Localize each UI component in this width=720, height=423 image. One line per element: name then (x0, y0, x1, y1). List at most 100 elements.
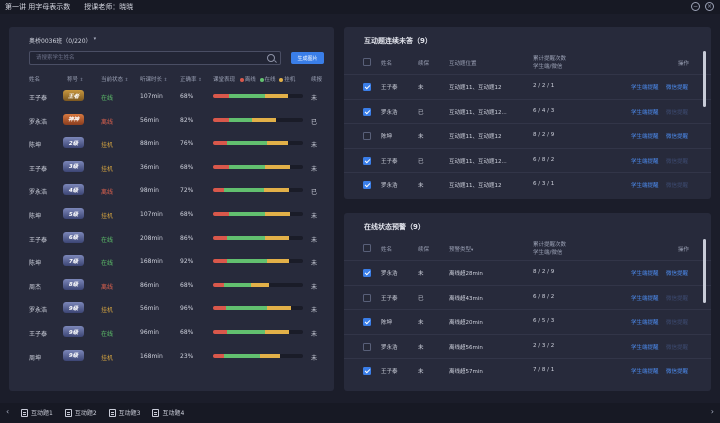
row-checkbox[interactable] (363, 181, 371, 190)
header-account: 续保 (418, 61, 430, 67)
online-segment (227, 259, 267, 264)
header-rate[interactable]: 正确率 ⇕ (180, 75, 202, 83)
student-remind-button[interactable]: 学生端提醒 (631, 134, 659, 141)
legend-online: 在线 (264, 77, 276, 83)
student-remind-button[interactable]: 学生端提醒 (631, 109, 659, 116)
row-checkbox[interactable] (363, 318, 371, 327)
student-remind-button[interactable]: 学生端提醒 (631, 271, 659, 277)
student-remind-button[interactable]: 学生端提醒 (631, 85, 659, 91)
row-checkbox[interactable] (363, 367, 371, 376)
renewal-status: 未 (418, 344, 424, 351)
scrollbar[interactable] (703, 239, 706, 303)
wechat-remind-button[interactable]: 微信提醒 (666, 344, 689, 351)
hang-segment (251, 117, 276, 122)
online-warning-panel: 在线状态预警（9） 姓名 续保 预警类型▾ 累计提醒次数 学生端/微信 操作 罗… (344, 213, 711, 391)
row-checkbox[interactable] (363, 83, 371, 91)
wechat-remind-button[interactable]: 微信提醒 (666, 320, 689, 327)
status-text: 离线 (101, 118, 114, 126)
status-text: 挂机 (101, 165, 114, 173)
wechat-remind-button[interactable]: 微信提醒 (666, 183, 689, 190)
rank-badge: 5级 (63, 208, 84, 219)
hang-segment (265, 330, 290, 334)
row-checkbox[interactable] (363, 132, 371, 141)
table-row: 王子泰 6级 在线 208min 86% 未 (9, 227, 334, 250)
minimize-icon[interactable]: − (691, 2, 700, 11)
row-checkbox[interactable] (363, 107, 371, 116)
hang-segment (267, 141, 288, 146)
header-type[interactable]: 预警类型▾ (449, 245, 473, 253)
header-duration[interactable]: 听课时长 ⇕ (140, 75, 167, 83)
student-remind-button[interactable]: 学生端提醒 (631, 183, 659, 190)
table-row: 王子泰 已 离线超43min 6 / 8 / 2 学生端提醒 微信提醒 (344, 284, 711, 309)
rank-badge: 9级 (63, 302, 84, 314)
legend-hang: 挂机 (284, 77, 296, 83)
close-icon[interactable]: × (705, 2, 714, 11)
title-bar: 第一讲 用字母表示数 授课老师：晓晓 − × (0, 0, 720, 14)
wechat-remind-button[interactable]: 微信提醒 (666, 369, 689, 376)
status-text: 挂机 (101, 142, 114, 150)
wechat-remind-button[interactable]: 微信提醒 (666, 109, 689, 116)
online-segment (229, 164, 266, 169)
select-all-checkbox[interactable] (363, 244, 371, 252)
reminder-count: 8 / 2 / 9 (533, 132, 555, 139)
rank-badge: 6级 (63, 231, 84, 243)
status-text: 在线 (101, 260, 114, 268)
wechat-remind-button[interactable]: 微信提醒 (666, 158, 689, 165)
student-remind-button[interactable]: 学生端提醒 (631, 344, 659, 351)
table-row: 罗永浩 9级 挂机 56min 96% 未 (9, 297, 334, 320)
select-all-checkbox[interactable] (363, 58, 371, 66)
table-row: 周坤 9级 挂机 168min 23% 未 (9, 345, 334, 368)
accuracy-value: 92% (180, 258, 194, 266)
header-rank-label: 称号 (67, 77, 79, 83)
student-remind-button[interactable]: 学生端提醒 (631, 158, 659, 165)
tab-question-4[interactable]: 互动题4 (152, 408, 184, 417)
row-checkbox[interactable] (363, 342, 371, 351)
student-remind-button[interactable]: 学生端提醒 (631, 320, 659, 327)
table-row: 王子泰 已 互动题11、互动题12... 6 / 8 / 2 学生端提醒 微信提醒 (344, 147, 711, 172)
accuracy-value: 68% (180, 93, 194, 100)
scrollbar[interactable] (703, 51, 706, 107)
row-checkbox[interactable] (363, 269, 371, 277)
header-rank[interactable]: 称号 ⇕ (67, 75, 83, 83)
tab-question-2[interactable]: 互动题2 (64, 408, 97, 417)
tab-question-1[interactable]: 互动题1 (21, 408, 53, 417)
student-remind-button[interactable]: 学生端提醒 (631, 369, 659, 376)
wechat-remind-button[interactable]: 微信提醒 (666, 85, 689, 91)
search-icon[interactable] (267, 54, 275, 62)
wechat-remind-button[interactable]: 微信提醒 (666, 134, 689, 141)
tab-question-3[interactable]: 互动题3 (108, 408, 140, 417)
table-row: 陈坤 7级 在线 168min 92% 未 (9, 250, 334, 273)
student-name: 王子泰 (381, 158, 398, 165)
performance-bar (213, 117, 303, 122)
online-segment (223, 282, 251, 287)
student-remind-button[interactable]: 学生端提醒 (631, 295, 659, 302)
renewal-status: 未 (418, 85, 424, 91)
header-status-label: 当前状态 (101, 77, 124, 83)
header-count-sub: 学生端/微信 (533, 64, 563, 70)
class-selector[interactable]: 奥桥0036班（0/220） ▾ (29, 36, 96, 45)
accuracy-value: 86% (180, 234, 194, 242)
student-name: 王子泰 (29, 331, 48, 338)
hang-segment (265, 94, 288, 98)
status-text: 离线 (101, 189, 114, 197)
student-name: 王子泰 (29, 95, 48, 102)
chevron-left-icon[interactable]: ‹ (6, 407, 10, 416)
performance-bar (213, 259, 303, 264)
online-segment (223, 188, 265, 193)
header-status[interactable]: 当前状态 ⇕ (101, 75, 128, 83)
chevron-down-icon: ▾ (471, 248, 474, 253)
bottom-tab-bar: ‹ 互动题1 互动题2 互动题3 互动题4 › (0, 403, 720, 423)
warning-type: 离线超20min (449, 320, 483, 327)
wechat-remind-button[interactable]: 微信提醒 (666, 295, 689, 302)
hang-segment (259, 353, 280, 358)
generate-image-button[interactable]: 生成图片 (291, 52, 324, 64)
row-checkbox[interactable] (363, 293, 371, 302)
header-name: 姓名 (29, 77, 41, 83)
header-count-sub: 学生端/微信 (533, 250, 563, 256)
chevron-right-icon[interactable]: › (710, 407, 714, 416)
wechat-remind-button[interactable]: 微信提醒 (666, 271, 689, 277)
student-name: 陈坤 (381, 134, 393, 141)
row-checkbox[interactable] (363, 156, 371, 165)
search-box (29, 51, 281, 65)
search-input[interactable] (30, 52, 260, 64)
